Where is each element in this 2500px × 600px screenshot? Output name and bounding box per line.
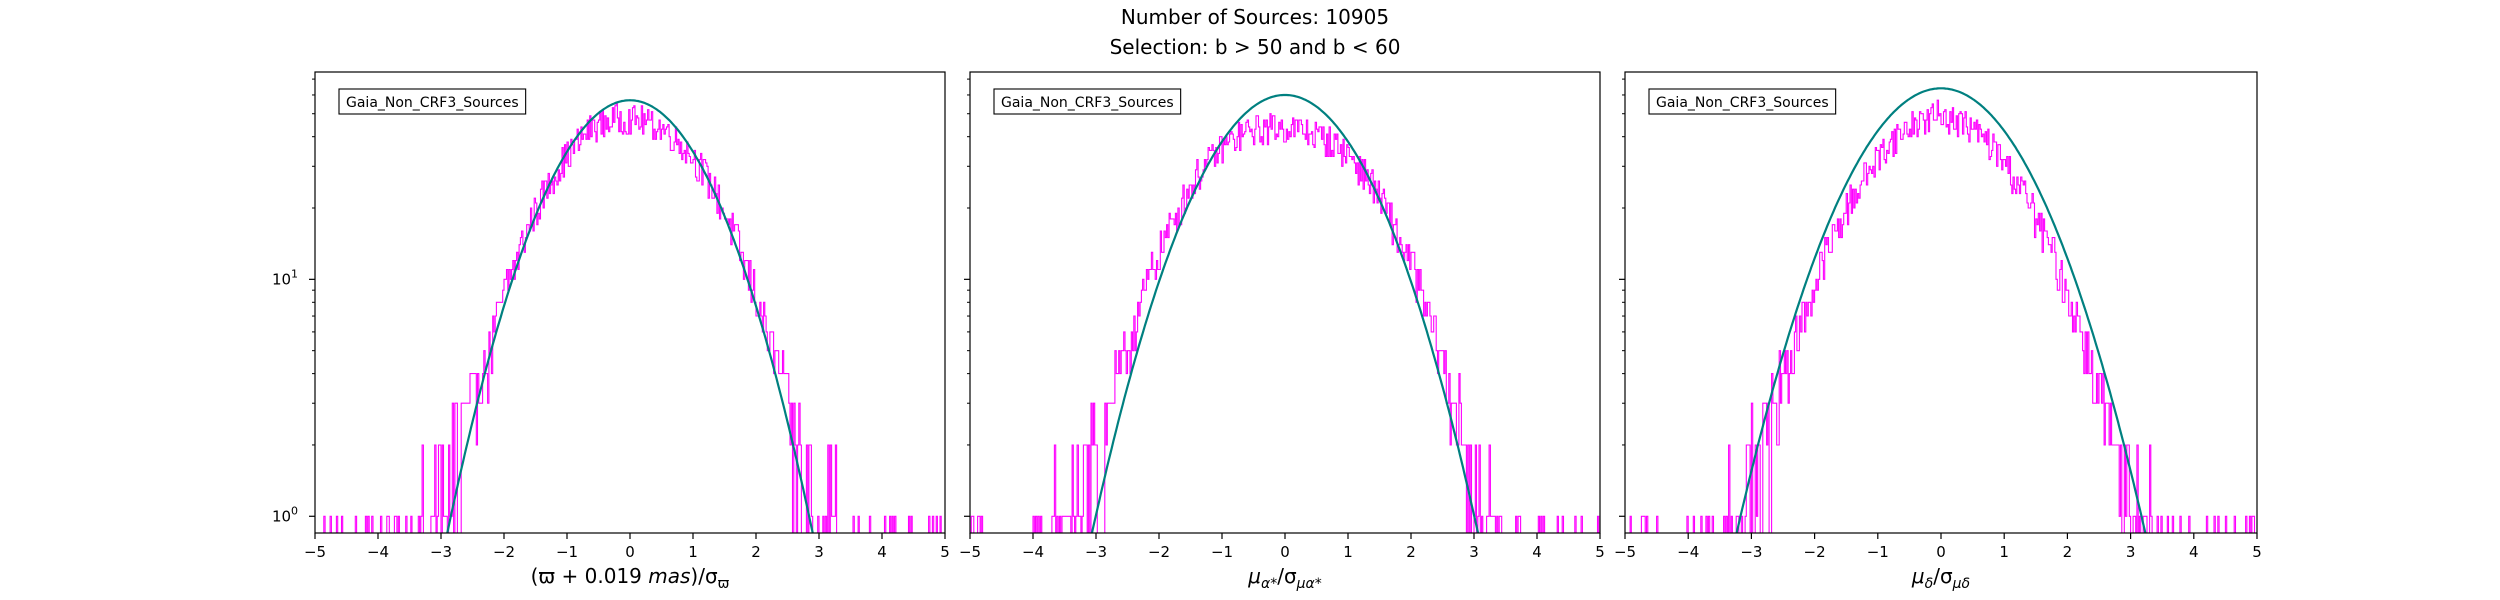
- legend-box: [338, 88, 527, 115]
- x-tick-label: −3: [430, 543, 452, 561]
- x-axis-label-pm-dec: μδ/σμδ: [1911, 564, 1970, 592]
- x-tick-label: −2: [1804, 543, 1826, 561]
- panel-parallax: (ϖ + 0.019 mas)/σϖ −5 −4 −3 −2 −1 0 1 2 3 4 5 100 10…: [272, 71, 950, 592]
- gaussian-fit-curve: [1090, 93, 1480, 533]
- x-tick-label: −5: [304, 543, 326, 561]
- x-tick-label: −4: [367, 543, 389, 561]
- legend-label: Gaia_Non_CRF3_Sources: [346, 95, 519, 111]
- legend-box: [1648, 88, 1837, 115]
- panel-pm-ra: μα*/σμα* −5 −4 −3 −2 −1 0 1 2 3 4 5 Gaia_Non_CRF3_S…: [959, 71, 1605, 592]
- x-tick-label: −1: [556, 543, 578, 561]
- x-axis-label-parallax: (ϖ + 0.019 mas)/σϖ: [531, 564, 730, 592]
- x-tick-label: −2: [1148, 543, 1170, 561]
- x-tick-label: 2: [751, 543, 761, 561]
- axes-frame: [314, 71, 946, 534]
- histogram-series: [970, 113, 1600, 533]
- x-tick-label: 1: [1343, 543, 1353, 561]
- legend-label: Gaia_Non_CRF3_Sources: [1656, 95, 1829, 111]
- y-tick-label: 100: [272, 504, 298, 525]
- gaussian-fit-curve: [446, 99, 814, 533]
- panel-pm-dec: μδ/σμδ −5 −4 −3 −2 −1 0 1 2 3 4 5 Gaia_Non_CRF3_Sou…: [1614, 71, 2262, 592]
- y-tick-label: 101: [272, 267, 298, 288]
- x-tick-label: −5: [1614, 543, 1636, 561]
- x-tick-label: 3: [1469, 543, 1479, 561]
- figure-title-line2: Selection: b > 50 and b < 60: [1110, 35, 1401, 59]
- legend-label: Gaia_Non_CRF3_Sources: [1001, 95, 1174, 111]
- figure-title-line1: Number of Sources: 10905: [1121, 5, 1389, 29]
- x-tick-label: 0: [625, 543, 635, 561]
- x-tick-label: 5: [1595, 543, 1605, 561]
- x-tick-label: −1: [1211, 543, 1233, 561]
- x-tick-label: −1: [1867, 543, 1889, 561]
- x-tick-label: 2: [2063, 543, 2073, 561]
- x-tick-label: −3: [1740, 543, 1762, 561]
- x-tick-label: 1: [1999, 543, 2009, 561]
- x-tick-label: −5: [959, 543, 981, 561]
- axes-frame: [1624, 71, 2258, 534]
- x-tick-label: 1: [688, 543, 698, 561]
- histogram-series: [323, 103, 942, 533]
- x-tick-label: −2: [493, 543, 515, 561]
- x-tick-label: 0: [1936, 543, 1946, 561]
- x-tick-label: 5: [2252, 543, 2262, 561]
- gaussian-fit-curve: [1735, 87, 2147, 533]
- x-tick-label: 0: [1280, 543, 1290, 561]
- x-tick-label: 3: [814, 543, 824, 561]
- axes-frame: [969, 71, 1601, 534]
- x-tick-label: 3: [2126, 543, 2136, 561]
- x-tick-label: −3: [1085, 543, 1107, 561]
- x-tick-label: 4: [1532, 543, 1542, 561]
- x-tick-label: −4: [1677, 543, 1699, 561]
- x-tick-label: 2: [1406, 543, 1416, 561]
- x-tick-label: 4: [2189, 543, 2199, 561]
- histogram-series: [1629, 99, 2256, 533]
- x-tick-label: 5: [940, 543, 950, 561]
- x-axis-label-pm-ra: μα*/σμα*: [1247, 564, 1322, 592]
- legend-box: [993, 88, 1182, 115]
- x-tick-label: −4: [1022, 543, 1044, 561]
- x-tick-label: 4: [877, 543, 887, 561]
